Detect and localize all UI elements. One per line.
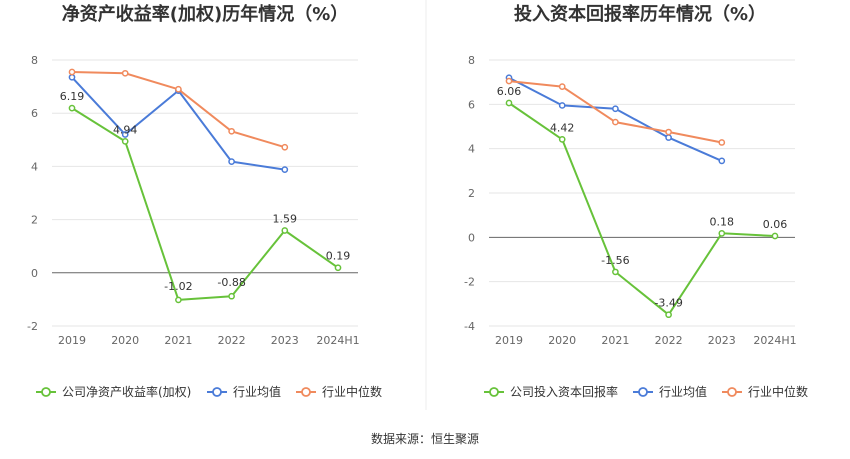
legend-swatch-marker — [301, 387, 311, 397]
x-tick-label: 2019 — [58, 334, 86, 347]
legend-label: 行业中位数 — [322, 384, 382, 399]
data-point-company — [334, 264, 342, 272]
series-line-company — [508, 102, 776, 316]
y-tick-label: -2 — [464, 276, 475, 289]
legend-label: 行业中位数 — [748, 384, 808, 399]
legend-item-company: 公司投入资本回报率 — [484, 384, 618, 399]
data-point-median — [665, 128, 672, 136]
data-point-avg — [121, 131, 129, 138]
data-point-median — [228, 127, 235, 135]
legend-label: 行业均值 — [233, 384, 281, 399]
y-tick-label: 2 — [468, 187, 475, 200]
data-point-median — [505, 77, 513, 85]
x-tick-label: 2022 — [218, 334, 246, 347]
legend-item-median: 行业中位数 — [296, 384, 382, 399]
legend-label: 公司净资产收益率(加权) — [62, 384, 191, 399]
x-tick-label: 2019 — [495, 334, 523, 347]
data-point-avg — [665, 134, 672, 141]
data-point-company — [175, 296, 182, 304]
chart-panel-2: 投入资本回报率历年情况（%） -4 -2 0 2 4 6 8 2019 2020 2021 2022 2… — [464, 3, 808, 399]
y-tick-label: -4 — [464, 320, 475, 333]
x-tick-label: 2021 — [601, 334, 629, 347]
data-label: -3.49 — [654, 297, 682, 310]
x-tick-label: 2023 — [708, 334, 736, 347]
data-label: 6.19 — [60, 90, 85, 103]
data-point-avg — [612, 105, 619, 113]
data-point-avg — [228, 158, 235, 165]
data-label: 0.18 — [710, 215, 735, 228]
data-label: -1.02 — [164, 280, 192, 293]
data-label: 1.59 — [273, 213, 298, 226]
x-tick-label: 2020 — [111, 334, 139, 347]
y-tick-label: 8 — [468, 54, 475, 67]
y-tick-label: -2 — [27, 320, 38, 333]
y-tick-label: 6 — [468, 98, 475, 111]
legend-label: 行业均值 — [659, 384, 707, 399]
y-tick-label: 0 — [31, 267, 38, 280]
x-tick-label: 2024H1 — [753, 334, 796, 347]
series-line-company — [71, 107, 339, 301]
y-tick-label: 4 — [468, 143, 475, 156]
legend-item-company: 公司净资产收益率(加权) — [36, 384, 191, 399]
series-line-median — [71, 71, 286, 149]
data-point-company — [228, 292, 235, 300]
data-label: 0.06 — [763, 218, 788, 231]
data-label: 6.06 — [497, 85, 522, 98]
data-label: -0.88 — [217, 276, 245, 289]
data-point-company — [718, 229, 726, 237]
y-tick-label: 8 — [31, 54, 38, 67]
data-point-company — [505, 99, 513, 107]
legend-swatch-marker — [41, 387, 51, 397]
data-point-company — [771, 232, 779, 240]
legend-item-avg: 行业均值 — [633, 384, 707, 399]
data-point-avg — [718, 157, 726, 165]
legend-swatch-marker — [638, 387, 648, 397]
legend-swatch-marker — [212, 387, 222, 397]
data-point-company — [281, 227, 289, 234]
data-label: -1.56 — [601, 254, 629, 267]
data-source: 数据来源：恒生聚源 — [371, 431, 479, 446]
data-point-company — [68, 104, 76, 112]
data-point-company — [612, 268, 619, 276]
legend-swatch-marker — [489, 387, 499, 397]
y-tick-label: 0 — [468, 231, 475, 244]
x-tick-label: 2020 — [548, 334, 576, 347]
legend-item-avg: 行业均值 — [207, 384, 281, 399]
data-point-median — [175, 85, 182, 93]
y-tick-label: 4 — [31, 160, 38, 173]
chart-title: 投入资本回报率历年情况（%） — [514, 3, 766, 25]
y-tick-label: 6 — [31, 107, 38, 120]
data-point-company — [558, 136, 566, 143]
data-point-median — [718, 139, 726, 146]
x-tick-label: 2024H1 — [316, 334, 359, 347]
data-point-avg — [281, 166, 289, 173]
chart-title: 净资产收益率(加权)历年情况（%） — [62, 3, 349, 25]
data-point-median — [281, 143, 289, 151]
data-point-company — [121, 138, 129, 145]
chart-panel-1: 净资产收益率(加权)历年情况（%） -2 0 2 4 6 8 2019 2020 2021 2022… — [27, 3, 382, 399]
data-label: 4.42 — [550, 121, 575, 134]
x-tick-label: 2021 — [164, 334, 192, 347]
x-tick-label: 2022 — [655, 334, 683, 347]
legend-item-median: 行业中位数 — [722, 384, 808, 399]
data-label: 4.94 — [113, 123, 138, 136]
data-point-median — [68, 68, 76, 76]
data-point-company — [665, 311, 672, 319]
x-tick-label: 2023 — [271, 334, 299, 347]
data-point-median — [121, 69, 129, 77]
y-tick-label: 2 — [31, 214, 38, 227]
data-label: 0.19 — [326, 250, 351, 263]
data-point-median — [558, 83, 566, 90]
data-point-avg — [558, 102, 566, 109]
data-point-avg — [68, 73, 76, 81]
data-point-median — [612, 118, 619, 126]
legend-swatch-marker — [727, 387, 737, 397]
legend-label: 公司投入资本回报率 — [510, 384, 618, 399]
